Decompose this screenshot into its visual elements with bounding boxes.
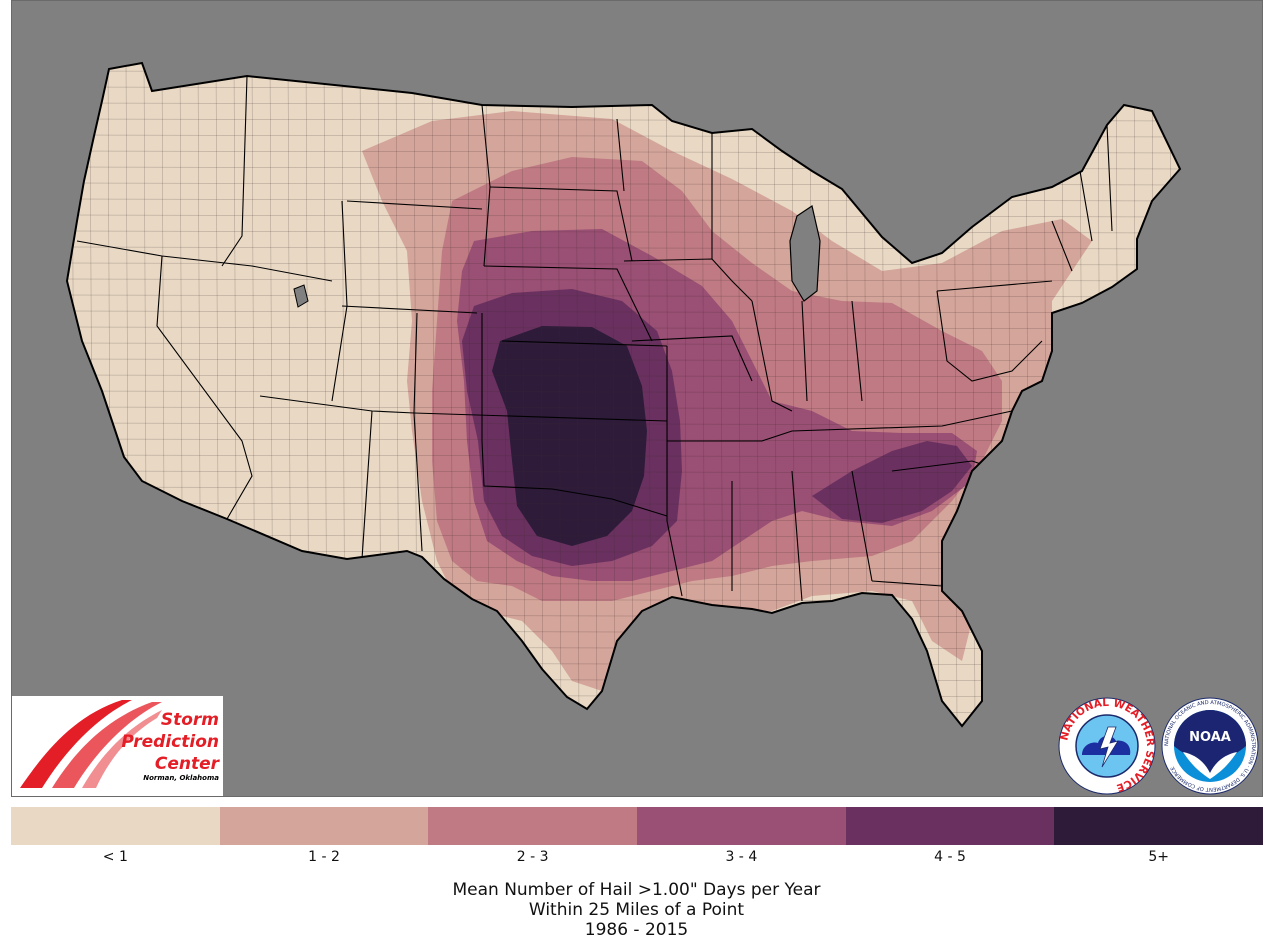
legend-label: 5+ bbox=[1148, 849, 1170, 865]
us-outline bbox=[65, 61, 1182, 728]
legend-swatch bbox=[11, 807, 220, 845]
caption-line-2: Within 25 Miles of a Point bbox=[528, 900, 745, 920]
spc-title-line1: Storm bbox=[160, 710, 219, 730]
legend-label: 2 - 3 bbox=[516, 849, 549, 865]
map-caption: Mean Number of Hail >1.00" Days per Year… bbox=[0, 880, 1273, 940]
legend-swatch bbox=[637, 807, 846, 845]
map-frame bbox=[11, 0, 1263, 797]
spc-subtitle: Norman, Oklahoma bbox=[143, 774, 219, 782]
state-borders bbox=[76, 75, 1113, 602]
legend-swatch bbox=[1054, 807, 1264, 845]
spc-logo: Storm Prediction Center Norman, Oklahoma bbox=[12, 696, 223, 796]
legend-label: < 1 bbox=[102, 849, 128, 865]
nws-logo: NATIONAL WEATHER SERVICE bbox=[1058, 697, 1156, 795]
legend-swatch bbox=[428, 807, 638, 845]
legend-labels: < 1 1 - 2 2 - 3 3 - 4 4 - 5 5+ bbox=[11, 849, 1263, 865]
nws-emblem-icon: NATIONAL WEATHER SERVICE bbox=[1058, 697, 1156, 795]
legend-swatch bbox=[219, 807, 429, 845]
color-legend bbox=[11, 807, 1264, 845]
spc-swoosh-icon bbox=[20, 700, 162, 788]
legend-label: 3 - 4 bbox=[725, 849, 758, 865]
legend-swatch bbox=[845, 807, 1055, 845]
noaa-emblem-icon: NOAA NATIONAL OCEANIC AND ATMOSPHERIC AD… bbox=[1161, 697, 1259, 795]
caption-line-1: Mean Number of Hail >1.00" Days per Year bbox=[452, 880, 821, 900]
us-hail-map bbox=[12, 1, 1262, 796]
legend-label: 1 - 2 bbox=[308, 849, 340, 865]
contour-5-plus bbox=[492, 326, 647, 546]
legend-label: 4 - 5 bbox=[934, 849, 966, 865]
noaa-logo: NOAA NATIONAL OCEANIC AND ATMOSPHERIC AD… bbox=[1161, 697, 1259, 795]
spc-title-line3: Center bbox=[154, 754, 219, 774]
noaa-wordmark: NOAA bbox=[1189, 730, 1231, 745]
great-salt-lake bbox=[293, 284, 309, 308]
spc-title-line2: Prediction bbox=[121, 732, 219, 752]
lake-michigan bbox=[789, 205, 821, 302]
caption-line-3: 1986 - 2015 bbox=[584, 920, 689, 940]
